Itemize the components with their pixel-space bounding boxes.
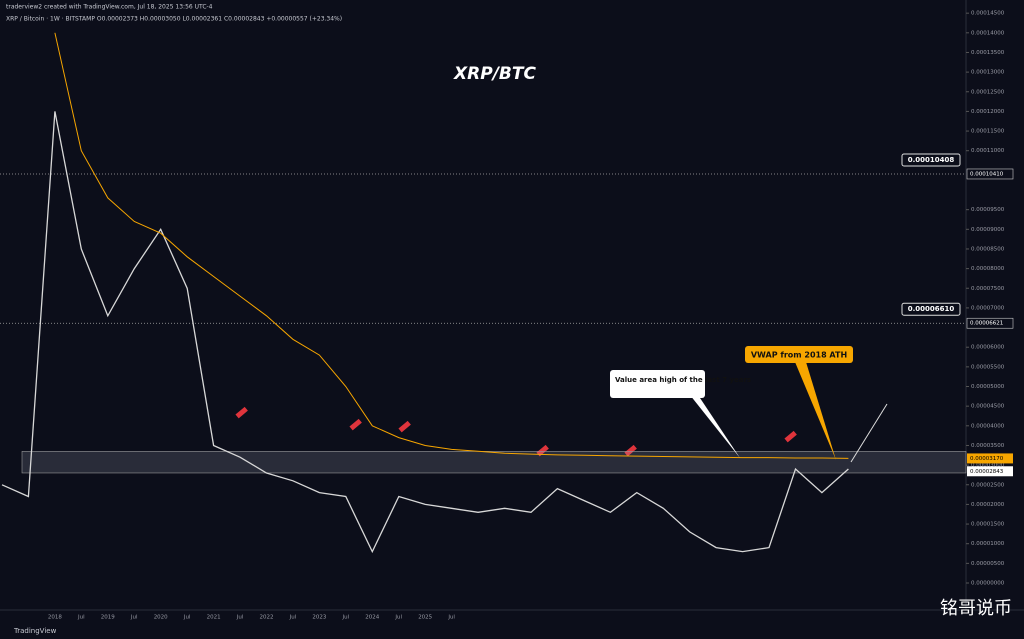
level-axis-label: 0.00010410	[970, 171, 1004, 177]
level-label: 0.00010408	[908, 156, 955, 164]
y-tick-label: 0.00009000	[971, 227, 1005, 233]
level-axis-tag	[966, 317, 1014, 329]
x-tick-label: 2020	[154, 615, 168, 621]
watermark: 铭哥说币	[940, 598, 1012, 619]
x-tick-label: Jul	[342, 615, 350, 621]
y-tick-label: 0.00003500	[971, 443, 1005, 449]
price-tag-label: 0.00003170	[970, 456, 1004, 462]
callout-arrow	[795, 362, 836, 460]
level-axis-tag	[966, 168, 1014, 180]
chart-title: XRP/BTC	[453, 64, 536, 84]
price-tag-label: 0.00002843	[970, 469, 1004, 475]
price-tag	[967, 466, 1013, 477]
x-tick-label: Jul	[289, 615, 297, 621]
y-tick-label: 0.00006000	[971, 345, 1005, 351]
y-tick-label: 0.00011500	[971, 129, 1005, 135]
x-tick-label: Jul	[394, 615, 402, 621]
y-tick-label: 0.00007000	[971, 305, 1005, 311]
y-tick-label: 0.00014000	[971, 30, 1005, 36]
y-tick-label: 0.00011000	[971, 148, 1005, 154]
x-tick-label: 2021	[207, 615, 221, 621]
y-tick-label: 0.00002500	[971, 482, 1005, 488]
hammer-icons	[235, 406, 797, 457]
x-tick-label: 2023	[312, 615, 326, 621]
y-tick-label: 0.00012000	[971, 109, 1005, 115]
header-created: traderview2 created with TradingView.com…	[6, 4, 213, 11]
price-tag	[967, 453, 1013, 464]
value-area	[21, 451, 967, 474]
y-tick-label: 0.00013000	[971, 70, 1005, 76]
y-tick-label: 0.00005500	[971, 364, 1005, 370]
series-line	[1, 111, 849, 554]
y-tick-label: 0.00004500	[971, 404, 1005, 410]
y-tick-label: 0.00001500	[971, 522, 1005, 528]
x-tick-label: Jul	[447, 615, 455, 621]
x-tick-label: Jul	[236, 615, 244, 621]
y-tick-label: 0.00008500	[971, 246, 1005, 252]
annotation-box	[610, 370, 705, 398]
level-callout	[901, 153, 961, 167]
x-tick-label: 2022	[260, 615, 274, 621]
y-tick-label: 0.00002000	[971, 502, 1005, 508]
annotation-text: Value area high of the last 7 years	[615, 376, 751, 384]
x-tick-label: 2024	[365, 615, 379, 621]
x-tick-label: Jul	[77, 615, 85, 621]
level-label: 0.00006610	[908, 305, 955, 313]
y-tick-label: 0.00008000	[971, 266, 1005, 272]
y-tick-label: 0.00007500	[971, 286, 1005, 292]
series-line	[54, 32, 849, 459]
y-tick-label: 0.00003000	[971, 463, 1005, 469]
y-tick-label: 0.00004000	[971, 423, 1005, 429]
annotation-text: VWAP from 2018 ATH	[751, 351, 847, 360]
x-tick-label: 2019	[101, 615, 115, 621]
pointer-arrow	[850, 403, 888, 463]
y-tick-label: 0.00012500	[971, 89, 1005, 95]
footer-brand: TradingView	[13, 627, 57, 635]
header-symbol: XRP / Bitcoin · 1W · BITSTAMP O0.0000237…	[6, 16, 342, 23]
y-tick-label: 0.00013500	[971, 50, 1005, 56]
x-tick-label: Jul	[183, 615, 191, 621]
y-tick-label: 0.00000500	[971, 561, 1005, 567]
x-tick-label: 2025	[418, 615, 432, 621]
x-tick-label: 2018	[48, 615, 62, 621]
y-tick-label: 0.00001000	[971, 541, 1005, 547]
level-callout	[901, 302, 961, 316]
level-axis-label: 0.00006621	[970, 321, 1003, 327]
x-tick-label: Jul	[130, 615, 138, 621]
y-tick-label: 0.00009500	[971, 207, 1005, 213]
callout-arrow	[690, 395, 740, 458]
y-tick-label: 0.00014500	[971, 11, 1005, 17]
annotation-box	[745, 346, 853, 363]
y-tick-label: 0.00000000	[971, 581, 1005, 587]
y-tick-label: 0.00005000	[971, 384, 1005, 390]
